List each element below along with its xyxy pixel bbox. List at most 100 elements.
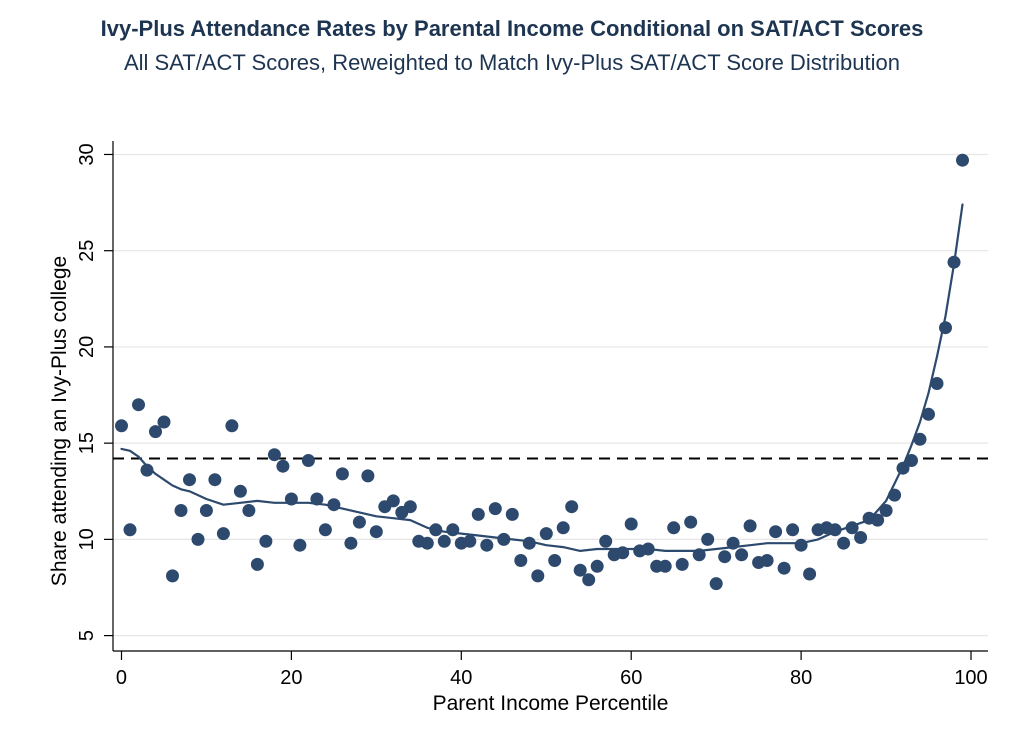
data-point: [939, 321, 952, 335]
data-point: [930, 377, 944, 390]
data-point: [327, 498, 341, 512]
data-point: [352, 515, 366, 529]
data-point: [599, 534, 613, 548]
data-point: [828, 523, 842, 537]
x-tick-label-60: 60: [620, 667, 642, 689]
data-point: [879, 504, 893, 517]
data-point: [769, 525, 783, 539]
data-point: [216, 527, 230, 541]
data-point: [701, 532, 715, 546]
data-point: [446, 523, 460, 537]
data-point: [854, 531, 868, 544]
data-point: [786, 523, 800, 537]
data-points: [115, 153, 969, 591]
y-tick-label-20: 20: [76, 336, 98, 358]
data-point: [488, 502, 502, 516]
x-tick-label-80: 80: [790, 667, 812, 689]
x-tick-label-100: 100: [954, 667, 987, 689]
data-point: [582, 573, 596, 587]
y-tick-label-15: 15: [76, 432, 98, 454]
x-axis-title: Parent Income Percentile: [433, 692, 669, 715]
y-tick-label-25: 25: [76, 240, 98, 262]
x-tick-label-40: 40: [450, 667, 472, 689]
data-point: [318, 523, 332, 537]
data-point: [420, 536, 434, 550]
data-point: [548, 554, 562, 567]
data-point: [871, 513, 885, 527]
data-point: [539, 527, 553, 541]
data-point: [556, 521, 570, 535]
data-point: [199, 504, 213, 517]
data-point: [913, 432, 927, 446]
data-point: [684, 515, 698, 529]
data-point: [777, 561, 791, 575]
data-point: [480, 538, 494, 552]
data-point: [956, 153, 969, 167]
data-point: [837, 536, 851, 550]
data-point: [293, 538, 307, 552]
data-point: [123, 523, 137, 537]
data-point: [497, 532, 511, 546]
data-point: [208, 473, 222, 487]
data-point: [947, 255, 961, 269]
y-tick-label-5: 5: [76, 630, 98, 641]
data-point: [429, 523, 443, 537]
data-point: [922, 407, 935, 421]
data-point: [259, 534, 273, 548]
data-point: [641, 542, 655, 556]
data-point: [505, 507, 519, 521]
x-tick-label-0: 0: [116, 667, 127, 689]
y-tick-label-10: 10: [76, 528, 98, 550]
data-point: [191, 532, 205, 546]
data-point: [743, 519, 757, 533]
data-point: [166, 569, 179, 583]
fit-line-layer: [120, 203, 964, 552]
axes: 5 10 15 20 25 30 0 20 40 60 80 100: [76, 141, 988, 689]
data-point: [149, 425, 162, 439]
data-point: [284, 492, 298, 506]
data-point: [616, 546, 630, 560]
data-point: [242, 504, 256, 517]
grid-lines: [113, 153, 988, 637]
data-point: [157, 415, 171, 429]
data-point: [896, 461, 910, 475]
data-point: [888, 488, 902, 502]
data-point: [463, 534, 477, 548]
data-point: [667, 521, 681, 535]
data-point: [718, 550, 732, 564]
fit-line: [120, 203, 964, 552]
data-point: [140, 463, 154, 477]
data-point: [905, 454, 918, 467]
data-point: [335, 467, 349, 481]
y-axis-title: Share attending an Ivy-Plus college: [48, 256, 71, 586]
data-point: [735, 548, 749, 562]
data-point: [369, 525, 383, 539]
data-point: [403, 500, 417, 514]
data-point: [726, 536, 740, 550]
data-point: [692, 548, 706, 562]
data-point: [267, 448, 281, 462]
data-point: [386, 494, 400, 508]
data-point: [233, 484, 247, 498]
data-point: [709, 577, 723, 591]
data-point: [115, 419, 128, 433]
data-point: [250, 557, 264, 571]
data-point: [675, 557, 689, 571]
data-point: [361, 469, 375, 483]
data-point: [437, 534, 451, 548]
data-point: [174, 504, 188, 517]
x-tick-label-20: 20: [280, 667, 302, 689]
data-point: [471, 507, 485, 521]
data-point: [276, 459, 290, 473]
data-point: [531, 569, 545, 583]
data-point: [514, 554, 528, 567]
data-point: [565, 500, 579, 514]
data-point: [522, 536, 536, 550]
data-point: [225, 419, 239, 433]
data-point: [845, 521, 859, 535]
data-point: [794, 538, 808, 552]
chart-title: Ivy-Plus Attendance Rates by Parental In…: [100, 16, 924, 41]
data-point: [301, 454, 315, 467]
data-point: [344, 536, 358, 550]
